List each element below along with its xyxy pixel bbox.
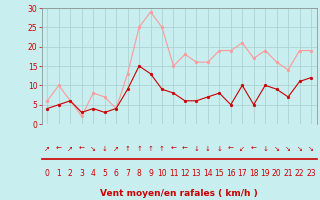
Text: ↘: ↘ — [285, 146, 291, 152]
Text: 21: 21 — [284, 170, 293, 178]
Text: ↓: ↓ — [216, 146, 222, 152]
Text: ↘: ↘ — [90, 146, 96, 152]
Text: ↑: ↑ — [125, 146, 131, 152]
Text: 16: 16 — [226, 170, 236, 178]
Text: 1: 1 — [56, 170, 61, 178]
Text: ↗: ↗ — [44, 146, 50, 152]
Text: 23: 23 — [306, 170, 316, 178]
Text: 4: 4 — [91, 170, 96, 178]
Text: ↓: ↓ — [205, 146, 211, 152]
Text: ↙: ↙ — [239, 146, 245, 152]
Text: 0: 0 — [45, 170, 50, 178]
Text: 15: 15 — [214, 170, 224, 178]
Text: ←: ← — [171, 146, 176, 152]
Text: 14: 14 — [203, 170, 213, 178]
Text: 11: 11 — [169, 170, 178, 178]
Text: ↘: ↘ — [297, 146, 302, 152]
Text: ↘: ↘ — [274, 146, 280, 152]
Text: 3: 3 — [79, 170, 84, 178]
Text: 13: 13 — [192, 170, 201, 178]
Text: 7: 7 — [125, 170, 130, 178]
Text: 6: 6 — [114, 170, 119, 178]
Text: ↑: ↑ — [136, 146, 142, 152]
Text: ↗: ↗ — [67, 146, 73, 152]
Text: 19: 19 — [260, 170, 270, 178]
Text: 2: 2 — [68, 170, 73, 178]
Text: ↓: ↓ — [194, 146, 199, 152]
Text: Vent moyen/en rafales ( km/h ): Vent moyen/en rafales ( km/h ) — [100, 189, 258, 198]
Text: 8: 8 — [137, 170, 141, 178]
Text: ←: ← — [251, 146, 257, 152]
Text: 20: 20 — [272, 170, 282, 178]
Text: 18: 18 — [249, 170, 259, 178]
Text: ←: ← — [79, 146, 85, 152]
Text: ↑: ↑ — [148, 146, 154, 152]
Text: 12: 12 — [180, 170, 190, 178]
Text: 5: 5 — [102, 170, 107, 178]
Text: ←: ← — [182, 146, 188, 152]
Text: ↘: ↘ — [308, 146, 314, 152]
Text: 17: 17 — [237, 170, 247, 178]
Text: 10: 10 — [157, 170, 167, 178]
Text: ↗: ↗ — [113, 146, 119, 152]
Text: ↓: ↓ — [262, 146, 268, 152]
Text: 9: 9 — [148, 170, 153, 178]
Text: 22: 22 — [295, 170, 304, 178]
Text: ←: ← — [228, 146, 234, 152]
Text: ←: ← — [56, 146, 62, 152]
Text: ↑: ↑ — [159, 146, 165, 152]
Text: ↓: ↓ — [102, 146, 108, 152]
